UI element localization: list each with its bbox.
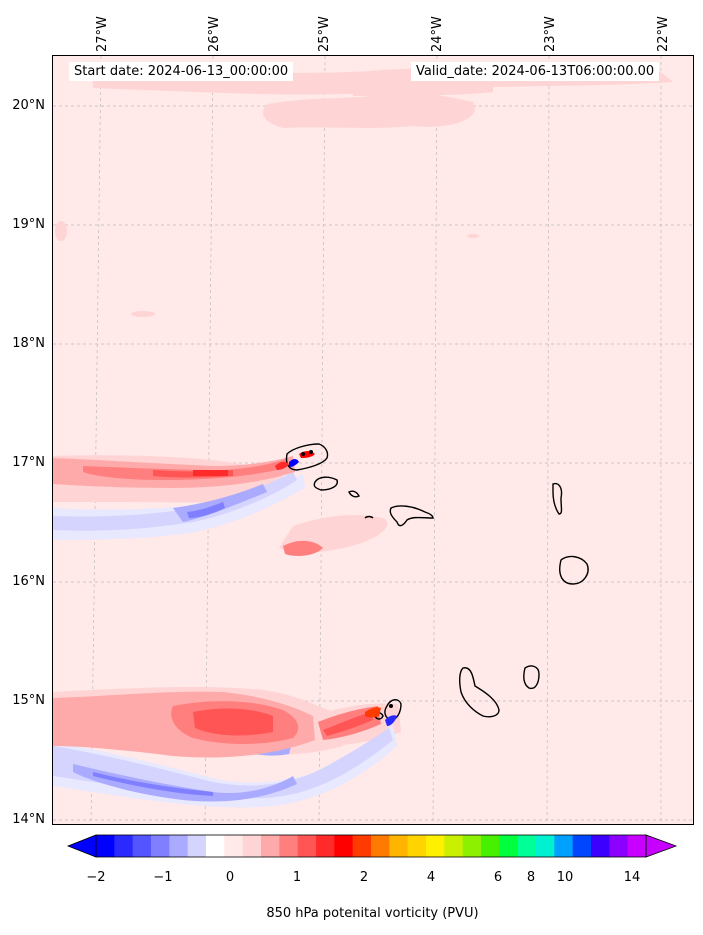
island-fogo	[384, 699, 402, 721]
pv-positive-bands	[53, 456, 381, 758]
colorbar-title: 850 hPa potenital vorticity (PVU)	[266, 906, 479, 921]
colorbar-swatch	[224, 835, 244, 857]
colorbar-tick-14: 14	[623, 870, 641, 885]
colorbar-tick-0: 0	[225, 870, 235, 885]
island-santiago	[458, 667, 500, 718]
pv-patches-north	[53, 66, 673, 756]
coastlines	[285, 443, 589, 721]
colorbar-swatch	[389, 835, 409, 857]
colorbar-border	[95, 834, 647, 858]
colorbar-swatch	[609, 835, 629, 857]
map-panel[interactable]	[52, 55, 694, 825]
colorbar	[66, 834, 678, 858]
colorbar-swatch	[517, 835, 537, 857]
colorbar-swatch	[114, 835, 134, 857]
colorbar-swatch	[132, 835, 152, 857]
lon-label-26w: 26°W	[207, 16, 222, 52]
graticule	[53, 56, 693, 824]
colorbar-swatch	[316, 835, 335, 857]
colorbar-tick-neg1: −1	[153, 870, 173, 885]
colorbar-tick-10: 10	[556, 870, 574, 885]
colorbar-swatch	[187, 835, 207, 857]
lat-label-19n: 19°N	[12, 217, 45, 232]
colorbar-swatch	[279, 835, 299, 857]
colorbar-extend-min	[66, 834, 97, 858]
colorbar-swatch	[352, 835, 372, 857]
map-canvas	[53, 56, 693, 824]
colorbar-swatch	[536, 835, 555, 857]
colorbar-swatch	[426, 835, 445, 857]
colorbar-swatch	[444, 835, 464, 857]
lat-label-15n: 15°N	[12, 693, 45, 708]
colorbar-tick-1: 1	[292, 870, 302, 885]
colorbar-tick-neg2: −2	[86, 870, 106, 885]
gridline-27w	[90, 56, 102, 824]
colorbar-swatch	[481, 835, 500, 857]
colorbar-swatch	[554, 835, 574, 857]
island-boa-vista	[559, 555, 589, 585]
colorbar-tick-6: 6	[493, 870, 503, 885]
lat-label-18n: 18°N	[12, 336, 45, 351]
lon-label-24w: 24°W	[430, 16, 445, 52]
colorbar-swatch	[96, 835, 115, 857]
colorbar-extend-max	[645, 834, 678, 858]
island-santo-antao	[285, 443, 329, 471]
pv-cores	[275, 450, 397, 726]
colorbar-swatch	[462, 835, 482, 857]
colorbar-swatch	[572, 835, 592, 857]
island-sao-vicente	[313, 476, 338, 491]
gridline-25w	[318, 56, 326, 824]
gridline-23w	[546, 56, 550, 824]
lon-label-22w: 22°W	[656, 16, 671, 52]
colorbar-tick-2: 2	[359, 870, 369, 885]
island-santa-luzia	[348, 490, 360, 498]
lon-label-23w: 23°W	[543, 16, 558, 52]
colorbar-tick-8: 8	[526, 870, 536, 885]
colorbar-swatch	[407, 835, 427, 857]
colorbar-swatch	[169, 835, 189, 857]
island-sal	[552, 482, 563, 515]
colorbar-swatch	[297, 835, 317, 857]
colorbar-swatch	[371, 835, 390, 857]
colorbar-swatch	[242, 835, 262, 857]
lon-label-27w: 27°W	[95, 16, 110, 52]
gridline-24w	[432, 56, 438, 824]
valid-date-label: Valid_date: 2024-06-13T06:00:00.00	[411, 62, 660, 81]
lat-label-17n: 17°N	[12, 455, 45, 470]
colorbar-swatch	[627, 835, 647, 857]
island-maio	[523, 665, 540, 690]
lat-label-16n: 16°N	[12, 574, 45, 589]
colorbar-swatch	[261, 835, 280, 857]
colorbar-swatch	[334, 835, 354, 857]
start-date-label: Start date: 2024-06-13_00:00:00	[69, 62, 294, 81]
lat-label-14n: 14°N	[12, 812, 45, 827]
colorbar-swatch	[499, 835, 519, 857]
lon-label-25w: 25°W	[317, 16, 332, 52]
lat-label-20n: 20°N	[12, 98, 45, 113]
colorbar-swatch	[206, 835, 225, 857]
colorbar-swatch	[591, 835, 610, 857]
colorbar-tick-4: 4	[426, 870, 436, 885]
colorbar-swatch	[151, 835, 170, 857]
gridline-26w	[204, 56, 214, 824]
island-sao-nicolau	[389, 505, 434, 527]
